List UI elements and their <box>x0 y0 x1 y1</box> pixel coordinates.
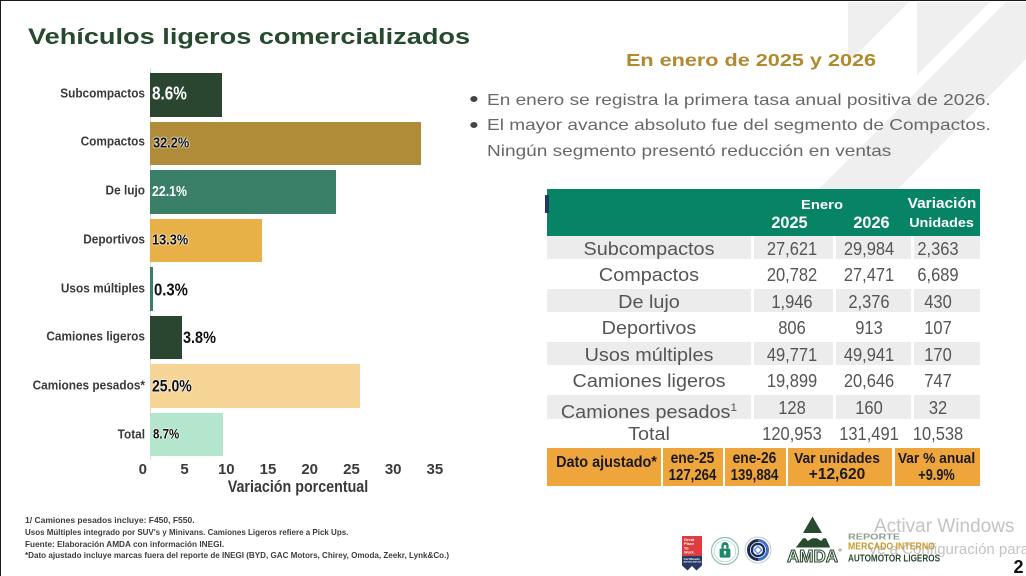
svg-text:AUTOMOTOR LIGEROS: AUTOMOTOR LIGEROS <box>848 553 940 564</box>
svg-text:Work.: Work. <box>684 550 695 555</box>
svg-text:Great: Great <box>684 537 695 542</box>
svg-text:To: To <box>684 545 689 550</box>
svg-text:REPORTE: REPORTE <box>848 532 900 542</box>
svg-text:MERCADO INTERNO: MERCADO INTERNO <box>848 542 935 553</box>
svg-text:AMDA: AMDA <box>787 546 838 566</box>
svg-text:MAR 2025-MAR 2026: MAR 2025-MAR 2026 <box>684 561 702 564</box>
svg-text:Place: Place <box>684 541 695 546</box>
svg-text:Certificado: Certificado <box>684 557 700 561</box>
